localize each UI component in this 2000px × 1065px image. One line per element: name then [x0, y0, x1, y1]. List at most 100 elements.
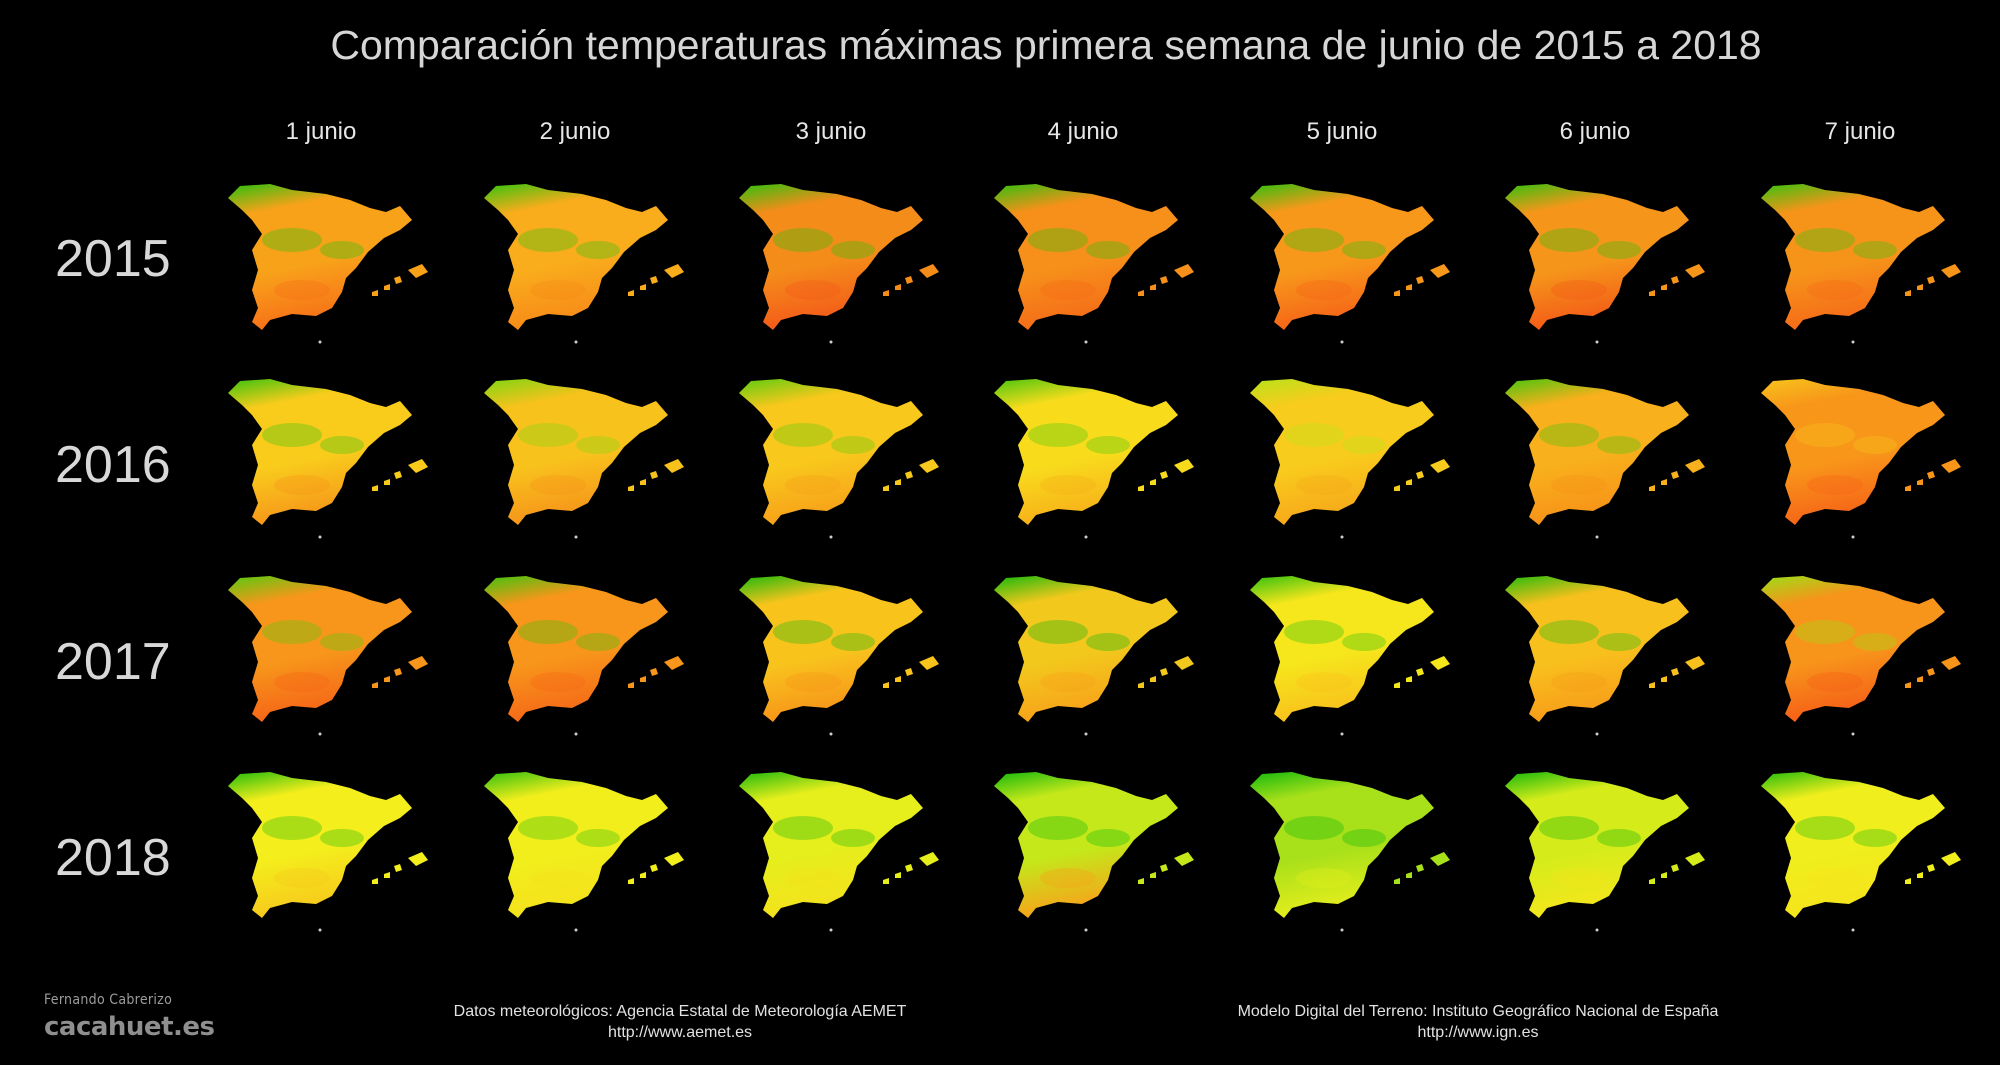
- balearic-islands-map: [640, 676, 646, 682]
- balearic-islands-map: [408, 852, 428, 866]
- balearic-islands-map: [1174, 264, 1194, 278]
- temperature-map-2016-day-7: [1755, 375, 1965, 550]
- balearic-islands-map: [1174, 459, 1194, 473]
- balearic-islands-map: [1905, 290, 1911, 296]
- spain-mainland-map: [1250, 379, 1434, 525]
- balearic-islands-map: [408, 656, 428, 670]
- balearic-islands-map: [394, 276, 402, 284]
- ceuta-dot: [1084, 732, 1088, 736]
- spain-mainland-map: [739, 576, 923, 722]
- spain-mainland-map: [1761, 184, 1945, 330]
- temperature-map-2016-day-1: [222, 375, 432, 550]
- balearic-islands-map: [1416, 668, 1424, 676]
- row-label-year-2017: 2017: [55, 633, 171, 691]
- ceuta-dot: [574, 535, 578, 539]
- balearic-islands-map: [905, 471, 913, 479]
- balearic-islands-map: [1941, 656, 1961, 670]
- temperature-map-2018-day-5: [1244, 768, 1454, 943]
- spain-mainland-map: [484, 379, 668, 525]
- source-ign-text: Modelo Digital del Terreno: Instituto Ge…: [1237, 1003, 1719, 1020]
- balearic-islands-map: [408, 264, 428, 278]
- column-header-day-1: 1 junio: [285, 118, 357, 145]
- balearic-islands-map: [1671, 668, 1679, 676]
- temperature-map-2017-day-5: [1244, 572, 1454, 747]
- temperature-map-2017-day-7: [1755, 572, 1965, 747]
- balearic-islands-map: [919, 264, 939, 278]
- temperature-map-2016-day-5: [1244, 375, 1454, 550]
- balearic-islands-map: [883, 878, 889, 884]
- spain-mainland-map: [484, 772, 668, 918]
- spain-mainland-map: [739, 184, 923, 330]
- ceuta-dot: [1851, 340, 1855, 344]
- temperature-map-2015-day-4: [988, 180, 1198, 355]
- credit-author: Fernando Cabrerizo: [44, 992, 173, 1008]
- balearic-islands-map: [1394, 290, 1400, 296]
- source-ign-url[interactable]: http://www.ign.es: [1417, 1024, 1539, 1041]
- balearic-islands-map: [664, 459, 684, 473]
- temperature-map-2015-day-7: [1755, 180, 1965, 355]
- column-header-day-5: 5 junio: [1306, 118, 1378, 145]
- balearic-islands-map: [919, 656, 939, 670]
- ceuta-dot: [574, 340, 578, 344]
- temperature-map-2015-day-2: [478, 180, 688, 355]
- balearic-islands-map: [1905, 878, 1911, 884]
- temperature-map-2017-day-6: [1499, 572, 1709, 747]
- balearic-islands-map: [1905, 682, 1911, 688]
- balearic-islands-map: [895, 479, 901, 485]
- temperature-map-2017-day-2: [478, 572, 688, 747]
- balearic-islands-map: [1138, 290, 1144, 296]
- temperature-map-2018-day-4: [988, 768, 1198, 943]
- balearic-islands-map: [650, 276, 658, 284]
- balearic-islands-map: [664, 852, 684, 866]
- balearic-islands-map: [1406, 284, 1412, 290]
- spain-mainland-map: [484, 184, 668, 330]
- column-header-day-3: 3 junio: [795, 118, 867, 145]
- spain-mainland-map: [228, 379, 412, 525]
- balearic-islands-map: [408, 459, 428, 473]
- balearic-islands-map: [1941, 852, 1961, 866]
- temperature-map-2018-day-6: [1499, 768, 1709, 943]
- spain-mainland-map: [739, 379, 923, 525]
- ceuta-dot: [318, 340, 322, 344]
- balearic-islands-map: [372, 682, 378, 688]
- ceuta-dot: [829, 340, 833, 344]
- balearic-islands-map: [640, 479, 646, 485]
- balearic-islands-map: [1138, 682, 1144, 688]
- balearic-islands-map: [1150, 479, 1156, 485]
- balearic-islands-map: [1927, 668, 1935, 676]
- ceuta-dot: [1340, 340, 1344, 344]
- source-aemet-url[interactable]: http://www.aemet.es: [607, 1024, 753, 1041]
- balearic-islands-map: [905, 668, 913, 676]
- column-header-day-2: 2 junio: [539, 118, 611, 145]
- balearic-islands-map: [628, 290, 634, 296]
- balearic-islands-map: [1160, 471, 1168, 479]
- balearic-islands-map: [640, 872, 646, 878]
- balearic-islands-map: [1174, 852, 1194, 866]
- balearic-islands-map: [905, 276, 913, 284]
- ceuta-dot: [829, 732, 833, 736]
- temperature-map-2015-day-1: [222, 180, 432, 355]
- balearic-islands-map: [1941, 459, 1961, 473]
- column-header-day-6: 6 junio: [1559, 118, 1631, 145]
- balearic-islands-map: [1905, 485, 1911, 491]
- spain-mainland-map: [1505, 184, 1689, 330]
- balearic-islands-map: [883, 682, 889, 688]
- balearic-islands-map: [1649, 485, 1655, 491]
- balearic-islands-map: [1416, 276, 1424, 284]
- balearic-islands-map: [883, 290, 889, 296]
- balearic-islands-map: [1150, 872, 1156, 878]
- balearic-islands-map: [1917, 284, 1923, 290]
- balearic-islands-map: [1917, 479, 1923, 485]
- balearic-islands-map: [628, 485, 634, 491]
- balearic-islands-map: [1150, 284, 1156, 290]
- spain-mainland-map: [1761, 772, 1945, 918]
- balearic-islands-map: [1671, 471, 1679, 479]
- column-header-day-7: 7 junio: [1824, 118, 1896, 145]
- balearic-islands-map: [628, 682, 634, 688]
- balearic-islands-map: [394, 668, 402, 676]
- balearic-islands-map: [1671, 864, 1679, 872]
- temperature-map-2017-day-1: [222, 572, 432, 747]
- credit-site-logo: cacahuet.es: [44, 1012, 215, 1042]
- spain-mainland-map: [1761, 576, 1945, 722]
- ceuta-dot: [318, 928, 322, 932]
